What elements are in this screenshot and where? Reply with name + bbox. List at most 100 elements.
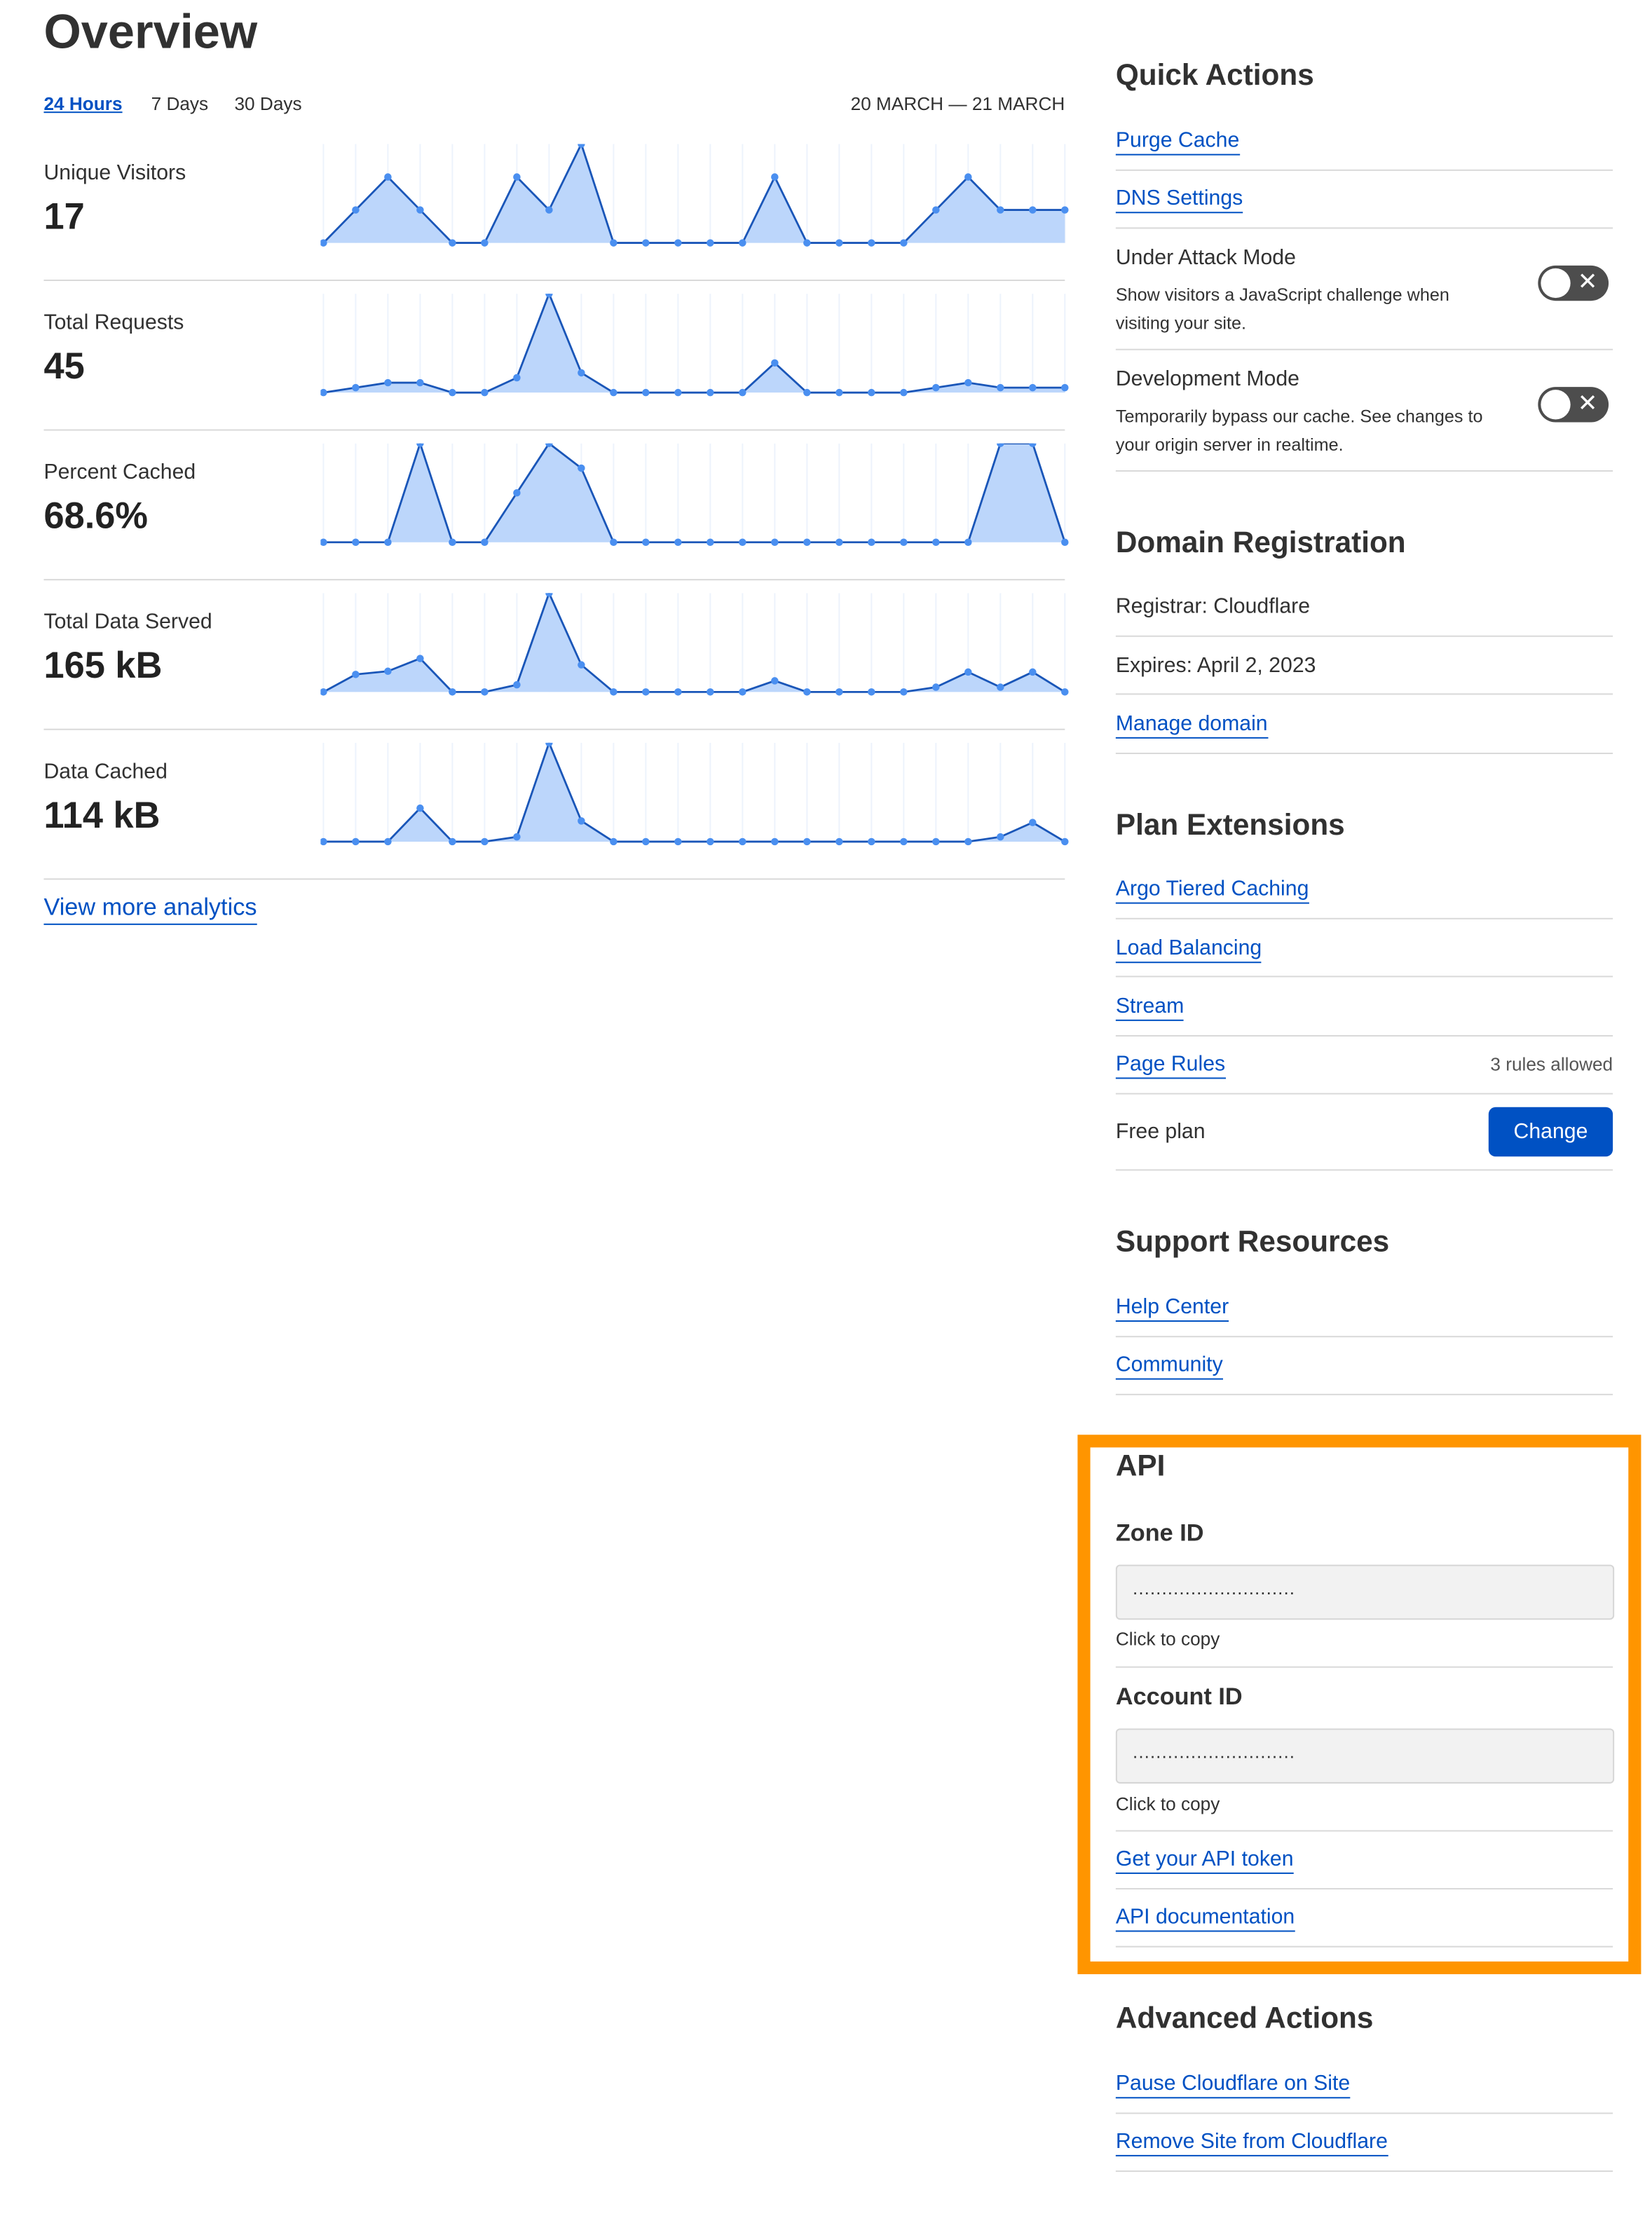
- development-mode-label: Development Mode: [1115, 367, 1299, 392]
- data-point: [610, 837, 617, 846]
- data-point: [771, 173, 779, 181]
- data-point: [739, 688, 746, 696]
- metric-label: Percent Cached: [43, 460, 196, 485]
- metric-value: 17: [43, 195, 85, 238]
- page-rules-link[interactable]: Page Rules: [1115, 1052, 1226, 1079]
- zone-id-field[interactable]: ............................: [1115, 1564, 1615, 1620]
- zone-id-value: ............................: [1133, 1577, 1296, 1599]
- data-point: [352, 538, 360, 546]
- data-point: [610, 538, 617, 546]
- metric-unique-visitors: Unique Visitors 17: [43, 130, 1069, 281]
- data-point: [868, 538, 875, 546]
- domain-registration-heading: Domain Registration: [1115, 526, 1406, 559]
- data-point: [997, 383, 1004, 392]
- data-point: [932, 383, 940, 392]
- data-point: [578, 817, 585, 825]
- data-point: [900, 688, 908, 696]
- series-line: [323, 443, 1066, 544]
- data-point: [997, 833, 1004, 841]
- account-copy-hint[interactable]: Click to copy: [1115, 1793, 1220, 1815]
- dns-settings-link[interactable]: DNS Settings: [1115, 186, 1243, 214]
- data-point: [545, 294, 553, 298]
- data-point: [578, 661, 585, 669]
- api-docs-row: API documentation: [1115, 1889, 1613, 1948]
- view-more-analytics-link[interactable]: View more analytics: [43, 894, 257, 925]
- data-point: [642, 837, 650, 846]
- data-point: [1029, 819, 1037, 826]
- load-balancing-link[interactable]: Load Balancing: [1115, 936, 1262, 964]
- stream-link[interactable]: Stream: [1115, 994, 1185, 1021]
- sparkline-total-data-served: [320, 593, 1069, 696]
- api-documentation-link[interactable]: API documentation: [1115, 1905, 1295, 1932]
- data-point: [900, 538, 908, 546]
- sparkline-data-cached: [320, 742, 1069, 846]
- data-point: [642, 538, 650, 546]
- data-point: [449, 239, 456, 247]
- data-point: [1061, 383, 1069, 392]
- tab-24-hours[interactable]: 24 Hours: [43, 93, 123, 115]
- data-point: [932, 837, 940, 846]
- data-point: [513, 488, 521, 497]
- data-point: [674, 388, 682, 397]
- metric-value: 68.6%: [43, 494, 149, 537]
- data-point: [513, 680, 521, 689]
- under-attack-toggle[interactable]: ✕: [1538, 265, 1609, 301]
- area-fill: [323, 593, 1065, 692]
- data-point: [900, 837, 908, 846]
- account-copy-row: Click to copy: [1115, 1788, 1613, 1832]
- data-point: [835, 688, 843, 696]
- metric-value: 114 kB: [43, 793, 161, 836]
- data-point: [868, 239, 875, 247]
- development-mode-toggle[interactable]: ✕: [1538, 387, 1609, 423]
- data-point: [352, 671, 360, 678]
- purge-cache-link[interactable]: Purge Cache: [1115, 128, 1240, 156]
- area-fill: [323, 742, 1065, 842]
- data-point: [997, 683, 1004, 691]
- data-point: [320, 538, 327, 546]
- data-point: [481, 688, 489, 696]
- pause-cloudflare-link[interactable]: Pause Cloudflare on Site: [1115, 2072, 1351, 2099]
- quick-actions-heading: Quick Actions: [1115, 59, 1314, 92]
- argo-tiered-caching-link[interactable]: Argo Tiered Caching: [1115, 877, 1309, 904]
- purge-cache-row: Purge Cache: [1115, 113, 1613, 171]
- zone-copy-hint[interactable]: Click to copy: [1115, 1628, 1220, 1650]
- api-highlight-box: [1077, 1435, 1641, 1974]
- zone-id-label: Zone ID: [1115, 1519, 1204, 1547]
- under-attack-row: Under Attack Mode Show visitors a JavaSc…: [1115, 228, 1613, 350]
- close-icon: ✕: [1577, 268, 1598, 296]
- data-point: [706, 388, 714, 397]
- data-point: [610, 688, 617, 696]
- date-range: 20 MARCH — 21 MARCH: [850, 93, 1065, 115]
- data-point: [352, 383, 360, 392]
- get-api-token-link[interactable]: Get your API token: [1115, 1847, 1294, 1874]
- stream-row: Stream: [1115, 977, 1613, 1037]
- remove-site-link[interactable]: Remove Site from Cloudflare: [1115, 2130, 1388, 2156]
- data-point: [803, 837, 811, 846]
- zone-copy-row: Click to copy: [1115, 1624, 1613, 1668]
- data-point: [513, 374, 521, 382]
- development-mode-row: Development Mode Temporarily bypass our …: [1115, 350, 1613, 472]
- sparkline-total-requests: [320, 294, 1069, 397]
- data-point: [674, 688, 682, 696]
- tab-30-days[interactable]: 30 Days: [234, 93, 302, 115]
- data-point: [868, 388, 875, 397]
- data-point: [964, 538, 972, 546]
- data-point: [771, 359, 779, 367]
- data-point: [384, 173, 392, 181]
- series-line: [322, 593, 1066, 693]
- toggle-knob: [1541, 390, 1571, 420]
- community-link[interactable]: Community: [1115, 1353, 1223, 1380]
- data-point: [545, 206, 553, 214]
- support-resources-heading: Support Resources: [1115, 1226, 1390, 1259]
- manage-domain-link[interactable]: Manage domain: [1115, 712, 1268, 739]
- account-id-field[interactable]: ............................: [1115, 1728, 1615, 1784]
- series-line: [323, 742, 1066, 843]
- data-point: [384, 667, 392, 676]
- data-point: [384, 538, 392, 546]
- help-center-link[interactable]: Help Center: [1115, 1295, 1229, 1322]
- tab-7-days[interactable]: 7 Days: [151, 93, 209, 115]
- change-plan-button[interactable]: Change: [1488, 1107, 1613, 1157]
- data-point: [352, 837, 360, 846]
- data-point: [964, 173, 972, 181]
- account-id-label: Account ID: [1115, 1683, 1243, 1711]
